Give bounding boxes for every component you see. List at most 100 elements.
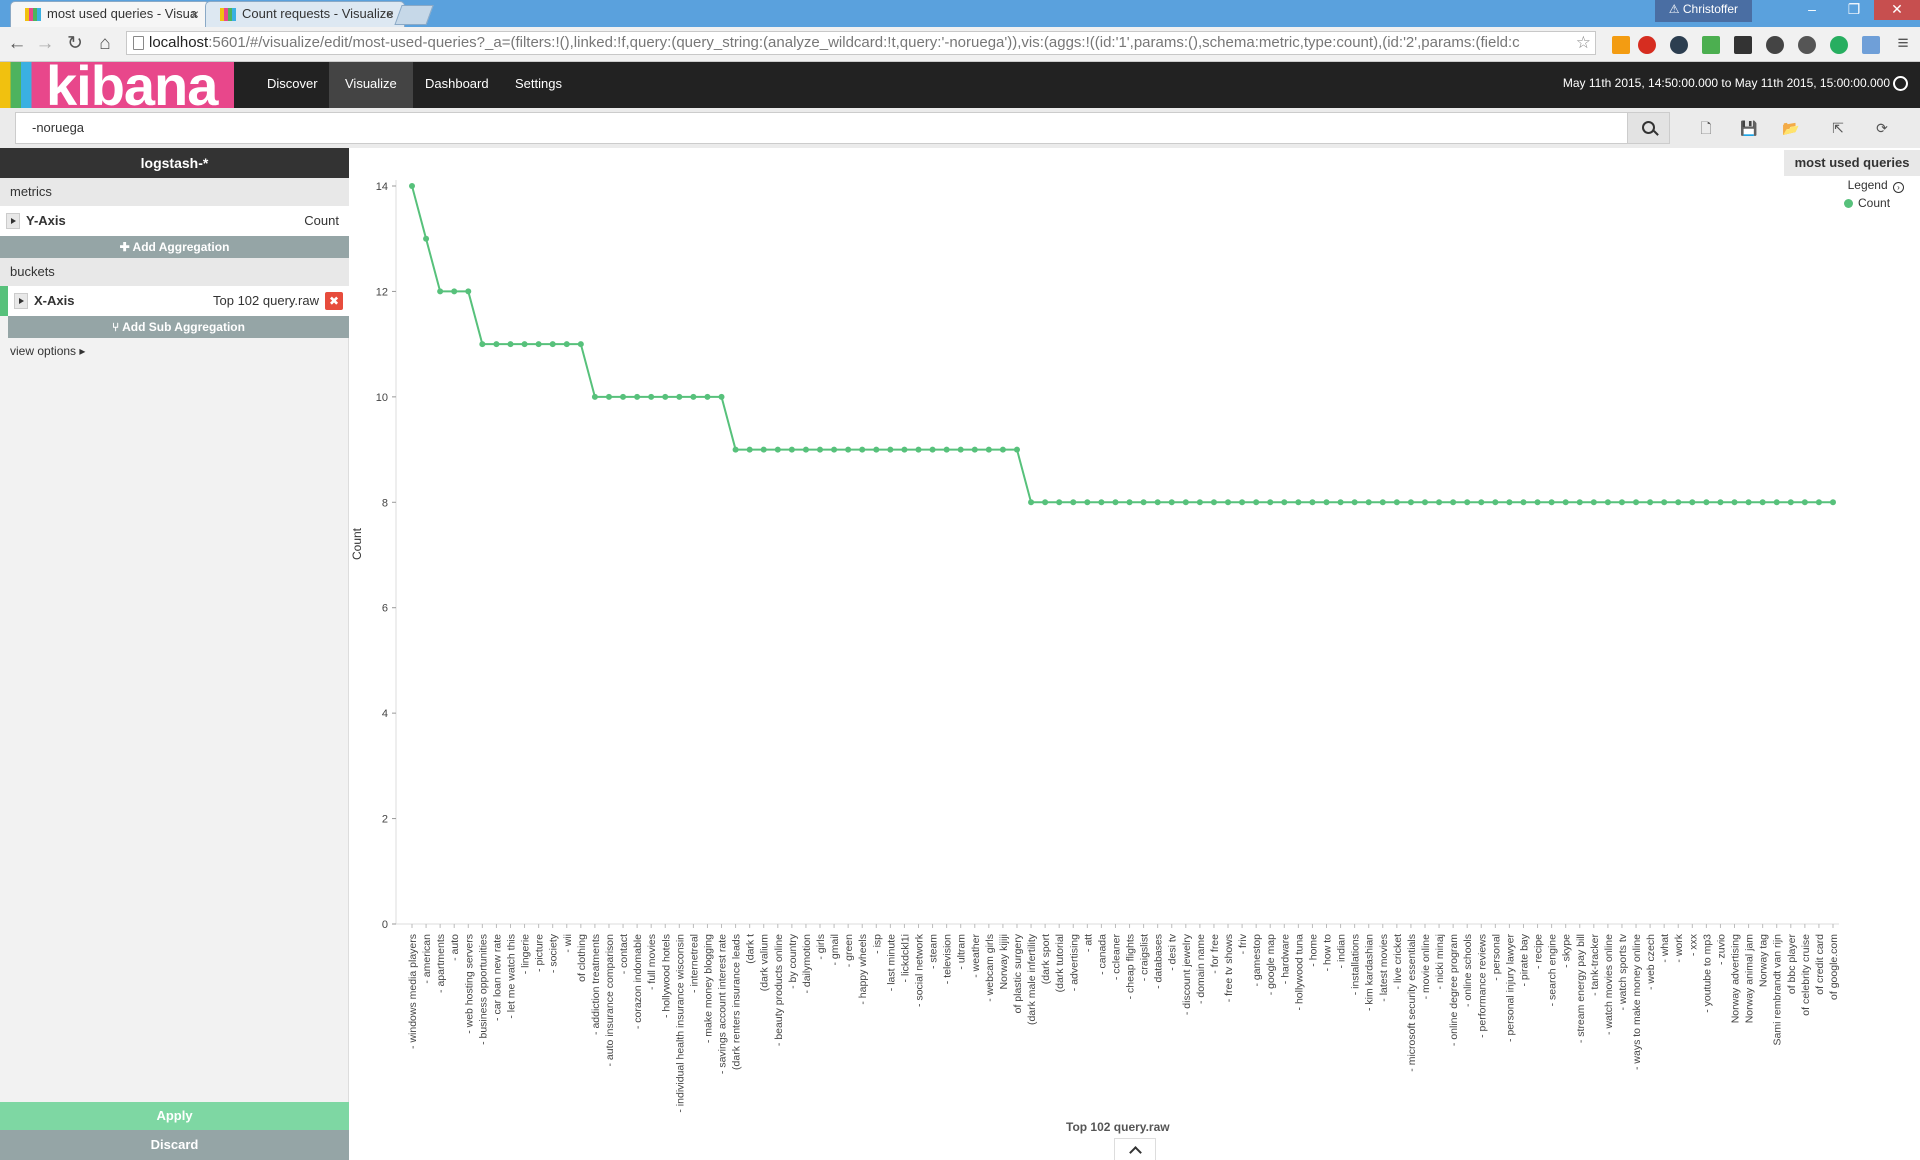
nav-settings[interactable]: Settings	[515, 76, 562, 91]
clock-icon[interactable]	[1893, 76, 1908, 91]
x-tick-label: - apartments	[435, 934, 447, 993]
nav-discover[interactable]: Discover	[267, 76, 318, 91]
x-tick-label: - latest movies	[1378, 934, 1390, 1002]
data-point	[957, 446, 964, 453]
data-point	[1182, 499, 1189, 506]
add-sub-aggregation-button[interactable]: ⑂ Add Sub Aggregation	[8, 316, 349, 338]
kibana-logo[interactable]: kibana	[42, 54, 234, 117]
close-tab-icon[interactable]: ×	[190, 6, 199, 22]
add-aggregation-button[interactable]: ✚ Add Aggregation	[0, 236, 349, 258]
bookmark-star-icon[interactable]: ☆	[1575, 33, 1591, 52]
search-input[interactable]: -noruega	[15, 112, 1627, 144]
data-point	[1393, 499, 1400, 506]
index-pattern-title: logstash-*	[0, 148, 349, 178]
new-tab-button[interactable]	[394, 5, 434, 25]
x-tick-label: - online degree program	[1448, 934, 1460, 1046]
data-point	[1830, 499, 1836, 506]
reload-icon[interactable]: ↻	[67, 33, 83, 54]
legend-item[interactable]: Count	[1844, 196, 1890, 210]
expand-toggle-icon[interactable]	[14, 293, 28, 309]
x-tick-label: - zuvio	[1715, 934, 1727, 965]
menu-icon[interactable]: ≡	[1897, 33, 1909, 54]
close-tab-icon[interactable]: ×	[385, 6, 394, 22]
x-tick-label: - microsoft security essentials	[1406, 934, 1418, 1072]
data-point	[1196, 499, 1203, 506]
x-tick-label: - contact	[618, 934, 630, 974]
discard-button[interactable]: Discard	[0, 1130, 349, 1160]
forward-icon[interactable]: →	[35, 33, 55, 54]
data-point	[746, 446, 753, 453]
x-tick-label: (dark tutorial	[1054, 934, 1066, 992]
share-icon[interactable]: ⇱	[1832, 120, 1844, 136]
x-tick-label: - performance reviews	[1476, 934, 1488, 1038]
data-point	[1731, 499, 1738, 506]
data-point	[1717, 499, 1724, 506]
legend-toggle[interactable]: Legend ›	[1848, 178, 1904, 193]
data-point	[1239, 499, 1246, 506]
legend-dot	[1844, 199, 1853, 208]
nav-visualize[interactable]: Visualize	[329, 62, 413, 108]
refresh-icon[interactable]: ⟳	[1876, 120, 1888, 136]
y-tick-label: 2	[382, 814, 388, 826]
back-icon[interactable]: ←	[7, 33, 27, 54]
data-point	[859, 446, 866, 453]
remove-aggregation-icon[interactable]: ✖	[325, 292, 343, 310]
save-icon[interactable]: 💾	[1740, 120, 1758, 136]
x-tick-label: - pirate bay	[1518, 933, 1530, 986]
extension-icon[interactable]	[1734, 36, 1752, 54]
x-tick-label: - by country	[787, 933, 799, 989]
x-tick-label: - steam	[928, 934, 940, 969]
view-options-toggle[interactable]: view options ▸	[10, 344, 85, 358]
data-point	[1281, 499, 1288, 506]
data-point	[1689, 499, 1696, 506]
x-tick-label: - lickdckl1i	[899, 934, 911, 982]
data-point	[1112, 499, 1119, 506]
minimize-icon[interactable]: –	[1808, 1, 1816, 17]
browser-user[interactable]: ⚠ Christoffer	[1654, 0, 1752, 22]
extension-icon[interactable]	[1638, 36, 1656, 54]
tab-count-requests[interactable]: Count requests - Visualize ×	[205, 1, 405, 27]
nav-dashboard[interactable]: Dashboard	[425, 76, 489, 91]
extension-icon[interactable]	[1612, 36, 1630, 54]
y-tick-label: 6	[382, 603, 388, 615]
x-tick-label: - personal	[1490, 934, 1502, 981]
data-point	[1154, 499, 1161, 506]
y-axis-aggregation[interactable]: Y-Axis Count	[0, 206, 349, 236]
tab-most-used-queries[interactable]: most used queries - Visua ×	[10, 1, 210, 27]
data-point	[704, 393, 711, 400]
time-range[interactable]: May 11th 2015, 14:50:00.000 to May 11th …	[1562, 76, 1890, 90]
data-point	[1056, 499, 1063, 506]
x-tick-label: (dark valium	[759, 934, 771, 991]
x-tick-label: - isp	[871, 934, 883, 954]
data-point	[1590, 499, 1597, 506]
expand-toggle-icon[interactable]	[6, 213, 20, 229]
data-point	[549, 341, 556, 348]
x-tick-label: - skype	[1561, 934, 1573, 968]
restore-icon[interactable]: ❐	[1847, 1, 1861, 17]
url-input[interactable]: localhost:5601/#/visualize/edit/most-use…	[126, 31, 1596, 55]
collapse-spy-icon[interactable]	[1114, 1138, 1156, 1160]
extension-icon[interactable]	[1702, 36, 1720, 54]
add-sub-aggregation-label: Add Sub Aggregation	[122, 320, 245, 334]
x-tick-label: - hollywood tuna	[1293, 934, 1305, 1011]
x-tick-label: - lingerie	[520, 934, 532, 974]
extension-icon[interactable]	[1766, 36, 1784, 54]
search-button[interactable]	[1627, 112, 1670, 144]
home-icon[interactable]: ⌂	[99, 33, 111, 54]
extension-icon[interactable]	[1830, 36, 1848, 54]
open-icon[interactable]: 📂	[1782, 120, 1800, 136]
y-tick-label: 4	[382, 708, 388, 720]
close-window-icon[interactable]: ✕	[1874, 0, 1920, 20]
extension-icon[interactable]	[1862, 36, 1880, 54]
x-axis-aggregation[interactable]: X-Axis Top 102 query.raw ✖	[0, 286, 349, 316]
extension-icon[interactable]	[1798, 36, 1816, 54]
x-tick-label: - craigslist	[1139, 934, 1151, 981]
x-tick-label: - live cricket	[1392, 934, 1404, 990]
data-point	[634, 393, 641, 400]
data-point	[1576, 499, 1583, 506]
new-visualization-icon[interactable]: 🗋	[1700, 120, 1712, 136]
apply-button[interactable]: Apply	[0, 1102, 349, 1130]
extension-icon[interactable]	[1670, 36, 1688, 54]
data-point	[1745, 499, 1752, 506]
browser-tabstrip: most used queries - Visua × Count reques…	[0, 0, 1920, 27]
